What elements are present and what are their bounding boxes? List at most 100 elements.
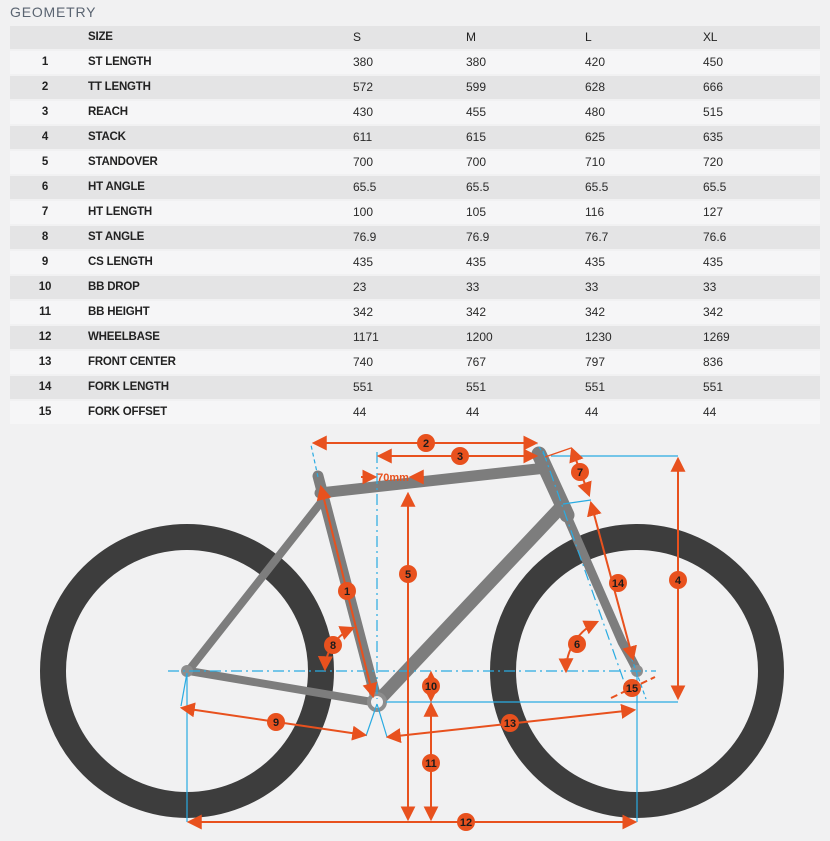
- badge-stack: 4: [669, 571, 687, 589]
- value-cell: 76.7: [577, 226, 695, 249]
- badge-reach: 3: [451, 447, 469, 465]
- header-cell: L: [577, 26, 695, 49]
- table-row: 11 BB HEIGHT 342 342 342 342: [10, 301, 820, 324]
- value-cell: 720: [695, 151, 820, 174]
- value-cell: 65.5: [345, 176, 458, 199]
- badge-tt-length: 2: [417, 434, 435, 452]
- page-title: GEOMETRY: [10, 4, 97, 20]
- svg-text:3: 3: [457, 451, 463, 463]
- value-cell: 1230: [577, 326, 695, 349]
- value-cell: 450: [695, 51, 820, 74]
- value-cell: 65.5: [577, 176, 695, 199]
- value-cell: 76.9: [345, 226, 458, 249]
- badge-wheelbase: 12: [457, 813, 475, 831]
- bb-leader-left: [365, 703, 378, 737]
- row-number-cell: 12: [10, 326, 80, 349]
- row-label-cell: REACH: [80, 101, 345, 124]
- badge-bb-drop: 10: [422, 677, 440, 695]
- value-cell: 599: [458, 76, 577, 99]
- value-cell: 628: [577, 76, 695, 99]
- value-cell: 797: [577, 351, 695, 374]
- row-label-cell: BB DROP: [80, 276, 345, 299]
- row-label-cell: CS LENGTH: [80, 251, 345, 274]
- value-cell: 572: [345, 76, 458, 99]
- table-row: 8 ST ANGLE 76.9 76.9 76.7 76.6: [10, 226, 820, 249]
- annotation-70mm: 70mm: [377, 472, 409, 484]
- badge-st-length: 1: [338, 582, 356, 600]
- value-cell: 76.9: [458, 226, 577, 249]
- value-cell: 551: [345, 376, 458, 399]
- row-label-cell: FORK LENGTH: [80, 376, 345, 399]
- row-number-cell: 9: [10, 251, 80, 274]
- value-cell: 551: [695, 376, 820, 399]
- head-top-extension: [536, 443, 546, 457]
- svg-text:13: 13: [504, 718, 516, 730]
- ht-length-connector: [544, 447, 572, 458]
- table-row: 1 ST LENGTH 380 380 420 450: [10, 51, 820, 74]
- value-cell: 480: [577, 101, 695, 124]
- value-cell: 551: [577, 376, 695, 399]
- row-label-cell: FORK OFFSET: [80, 401, 345, 424]
- table-row: 7 HT LENGTH 100 105 116 127: [10, 201, 820, 224]
- value-cell: 44: [695, 401, 820, 424]
- value-cell: 551: [458, 376, 577, 399]
- row-label-cell: WHEELBASE: [80, 326, 345, 349]
- row-number-cell: 6: [10, 176, 80, 199]
- row-number-cell: 4: [10, 126, 80, 149]
- value-cell: 740: [345, 351, 458, 374]
- header-cell: S: [345, 26, 458, 49]
- svg-text:5: 5: [405, 569, 411, 581]
- value-cell: 700: [345, 151, 458, 174]
- value-cell: 435: [458, 251, 577, 274]
- value-cell: 625: [577, 126, 695, 149]
- row-label-cell: FRONT CENTER: [80, 351, 345, 374]
- geometry-table: SIZE S M L XL 1 ST LENGTH 380 380 420 450 2 TT LENGT…: [10, 24, 820, 426]
- svg-text:11: 11: [425, 758, 437, 770]
- row-label-cell: BB HEIGHT: [80, 301, 345, 324]
- badge-standover: 5: [399, 565, 417, 583]
- seat-stay: [185, 492, 330, 674]
- svg-text:15: 15: [626, 683, 638, 695]
- value-cell: 767: [458, 351, 577, 374]
- svg-text:4: 4: [675, 575, 682, 587]
- svg-text:9: 9: [273, 717, 279, 729]
- value-cell: 615: [458, 126, 577, 149]
- badge-fork-offset: 15: [623, 679, 641, 697]
- row-number-cell: 15: [10, 401, 80, 424]
- row-number-cell: 13: [10, 351, 80, 374]
- value-cell: 65.5: [695, 176, 820, 199]
- row-label-cell: ST ANGLE: [80, 226, 345, 249]
- table-row: 3 REACH 430 455 480 515: [10, 101, 820, 124]
- value-cell: 1269: [695, 326, 820, 349]
- row-label-cell: TT LENGTH: [80, 76, 345, 99]
- value-cell: 23: [345, 276, 458, 299]
- table-row: 9 CS LENGTH 435 435 435 435: [10, 251, 820, 274]
- value-cell: 435: [695, 251, 820, 274]
- badge-front-center: 13: [501, 714, 519, 732]
- row-number-cell: 2: [10, 76, 80, 99]
- value-cell: 380: [458, 51, 577, 74]
- value-cell: 65.5: [458, 176, 577, 199]
- value-cell: 1171: [345, 326, 458, 349]
- table-row: 10 BB DROP 23 33 33 33: [10, 276, 820, 299]
- badge-bb-height: 11: [422, 754, 440, 772]
- value-cell: 635: [695, 126, 820, 149]
- table-row: 12 WHEELBASE 1171 1200 1230 1269: [10, 326, 820, 349]
- header-cell: M: [458, 26, 577, 49]
- value-cell: 380: [345, 51, 458, 74]
- svg-text:12: 12: [460, 817, 472, 829]
- row-number-cell: 14: [10, 376, 80, 399]
- row-label-cell: HT LENGTH: [80, 201, 345, 224]
- value-cell: 33: [695, 276, 820, 299]
- value-cell: 44: [577, 401, 695, 424]
- badge-cs-length: 9: [267, 713, 285, 731]
- table-row: 15 FORK OFFSET 44 44 44 44: [10, 401, 820, 424]
- badge-ht-length: 7: [571, 463, 589, 481]
- row-number-cell: 3: [10, 101, 80, 124]
- value-cell: 666: [695, 76, 820, 99]
- table-row: 14 FORK LENGTH 551 551 551 551: [10, 376, 820, 399]
- top-tube: [314, 462, 552, 499]
- row-label-cell: STACK: [80, 126, 345, 149]
- crown-line: [562, 499, 592, 505]
